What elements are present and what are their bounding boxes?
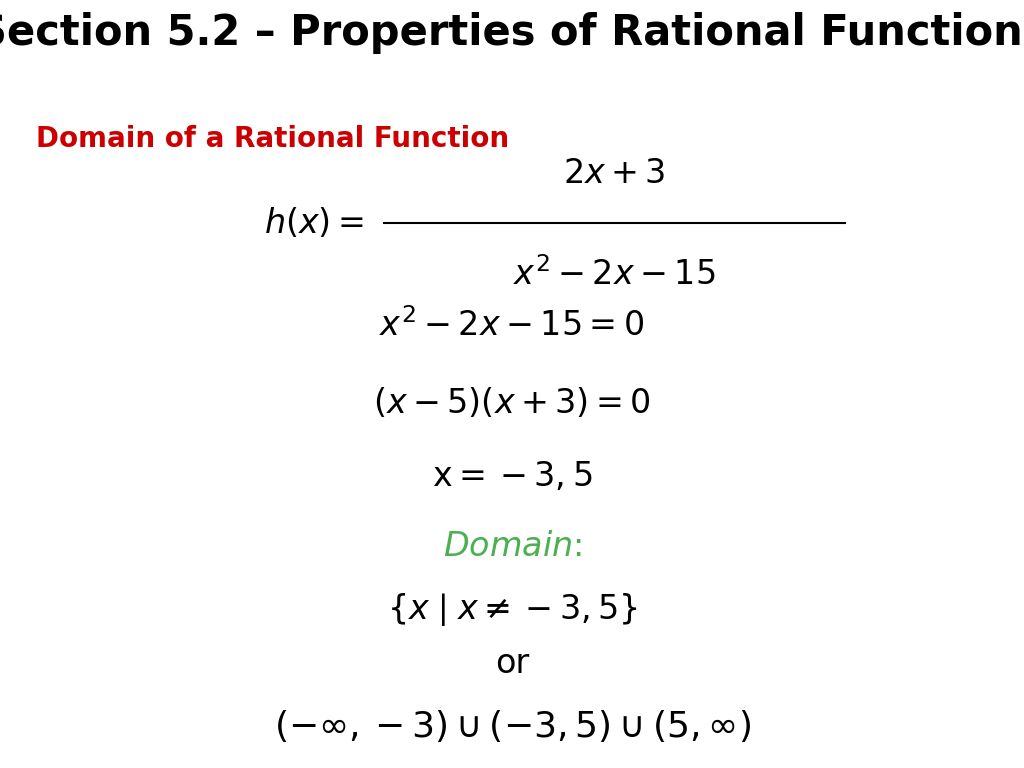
Text: $h(x) =$: $h(x) =$ [264, 207, 364, 240]
Text: $\{x \mid x \neq -3, 5\}$: $\{x \mid x \neq -3, 5\}$ [387, 591, 637, 628]
Text: $x^2 - 2x - 15 = 0$: $x^2 - 2x - 15 = 0$ [379, 308, 645, 343]
Text: $x^2 - 2x - 15$: $x^2 - 2x - 15$ [513, 257, 716, 292]
Text: Section 5.2 – Properties of Rational Functions: Section 5.2 – Properties of Rational Fun… [0, 12, 1024, 54]
Text: Domain of a Rational Function: Domain of a Rational Function [36, 125, 509, 153]
Text: $2x + 3$: $2x + 3$ [563, 157, 666, 190]
Text: $(x - 5)(x + 3) = 0$: $(x - 5)(x + 3) = 0$ [373, 386, 651, 419]
Text: $\mathrm{x} = -3, 5$: $\mathrm{x} = -3, 5$ [432, 460, 592, 493]
Text: $(-\infty, -3) \cup (-3, 5) \cup (5, \infty)$: $(-\infty, -3) \cup (-3, 5) \cup (5, \in… [273, 708, 751, 744]
Text: $\mathit{Domain}$:: $\mathit{Domain}$: [442, 530, 582, 563]
Text: or: or [495, 647, 529, 680]
